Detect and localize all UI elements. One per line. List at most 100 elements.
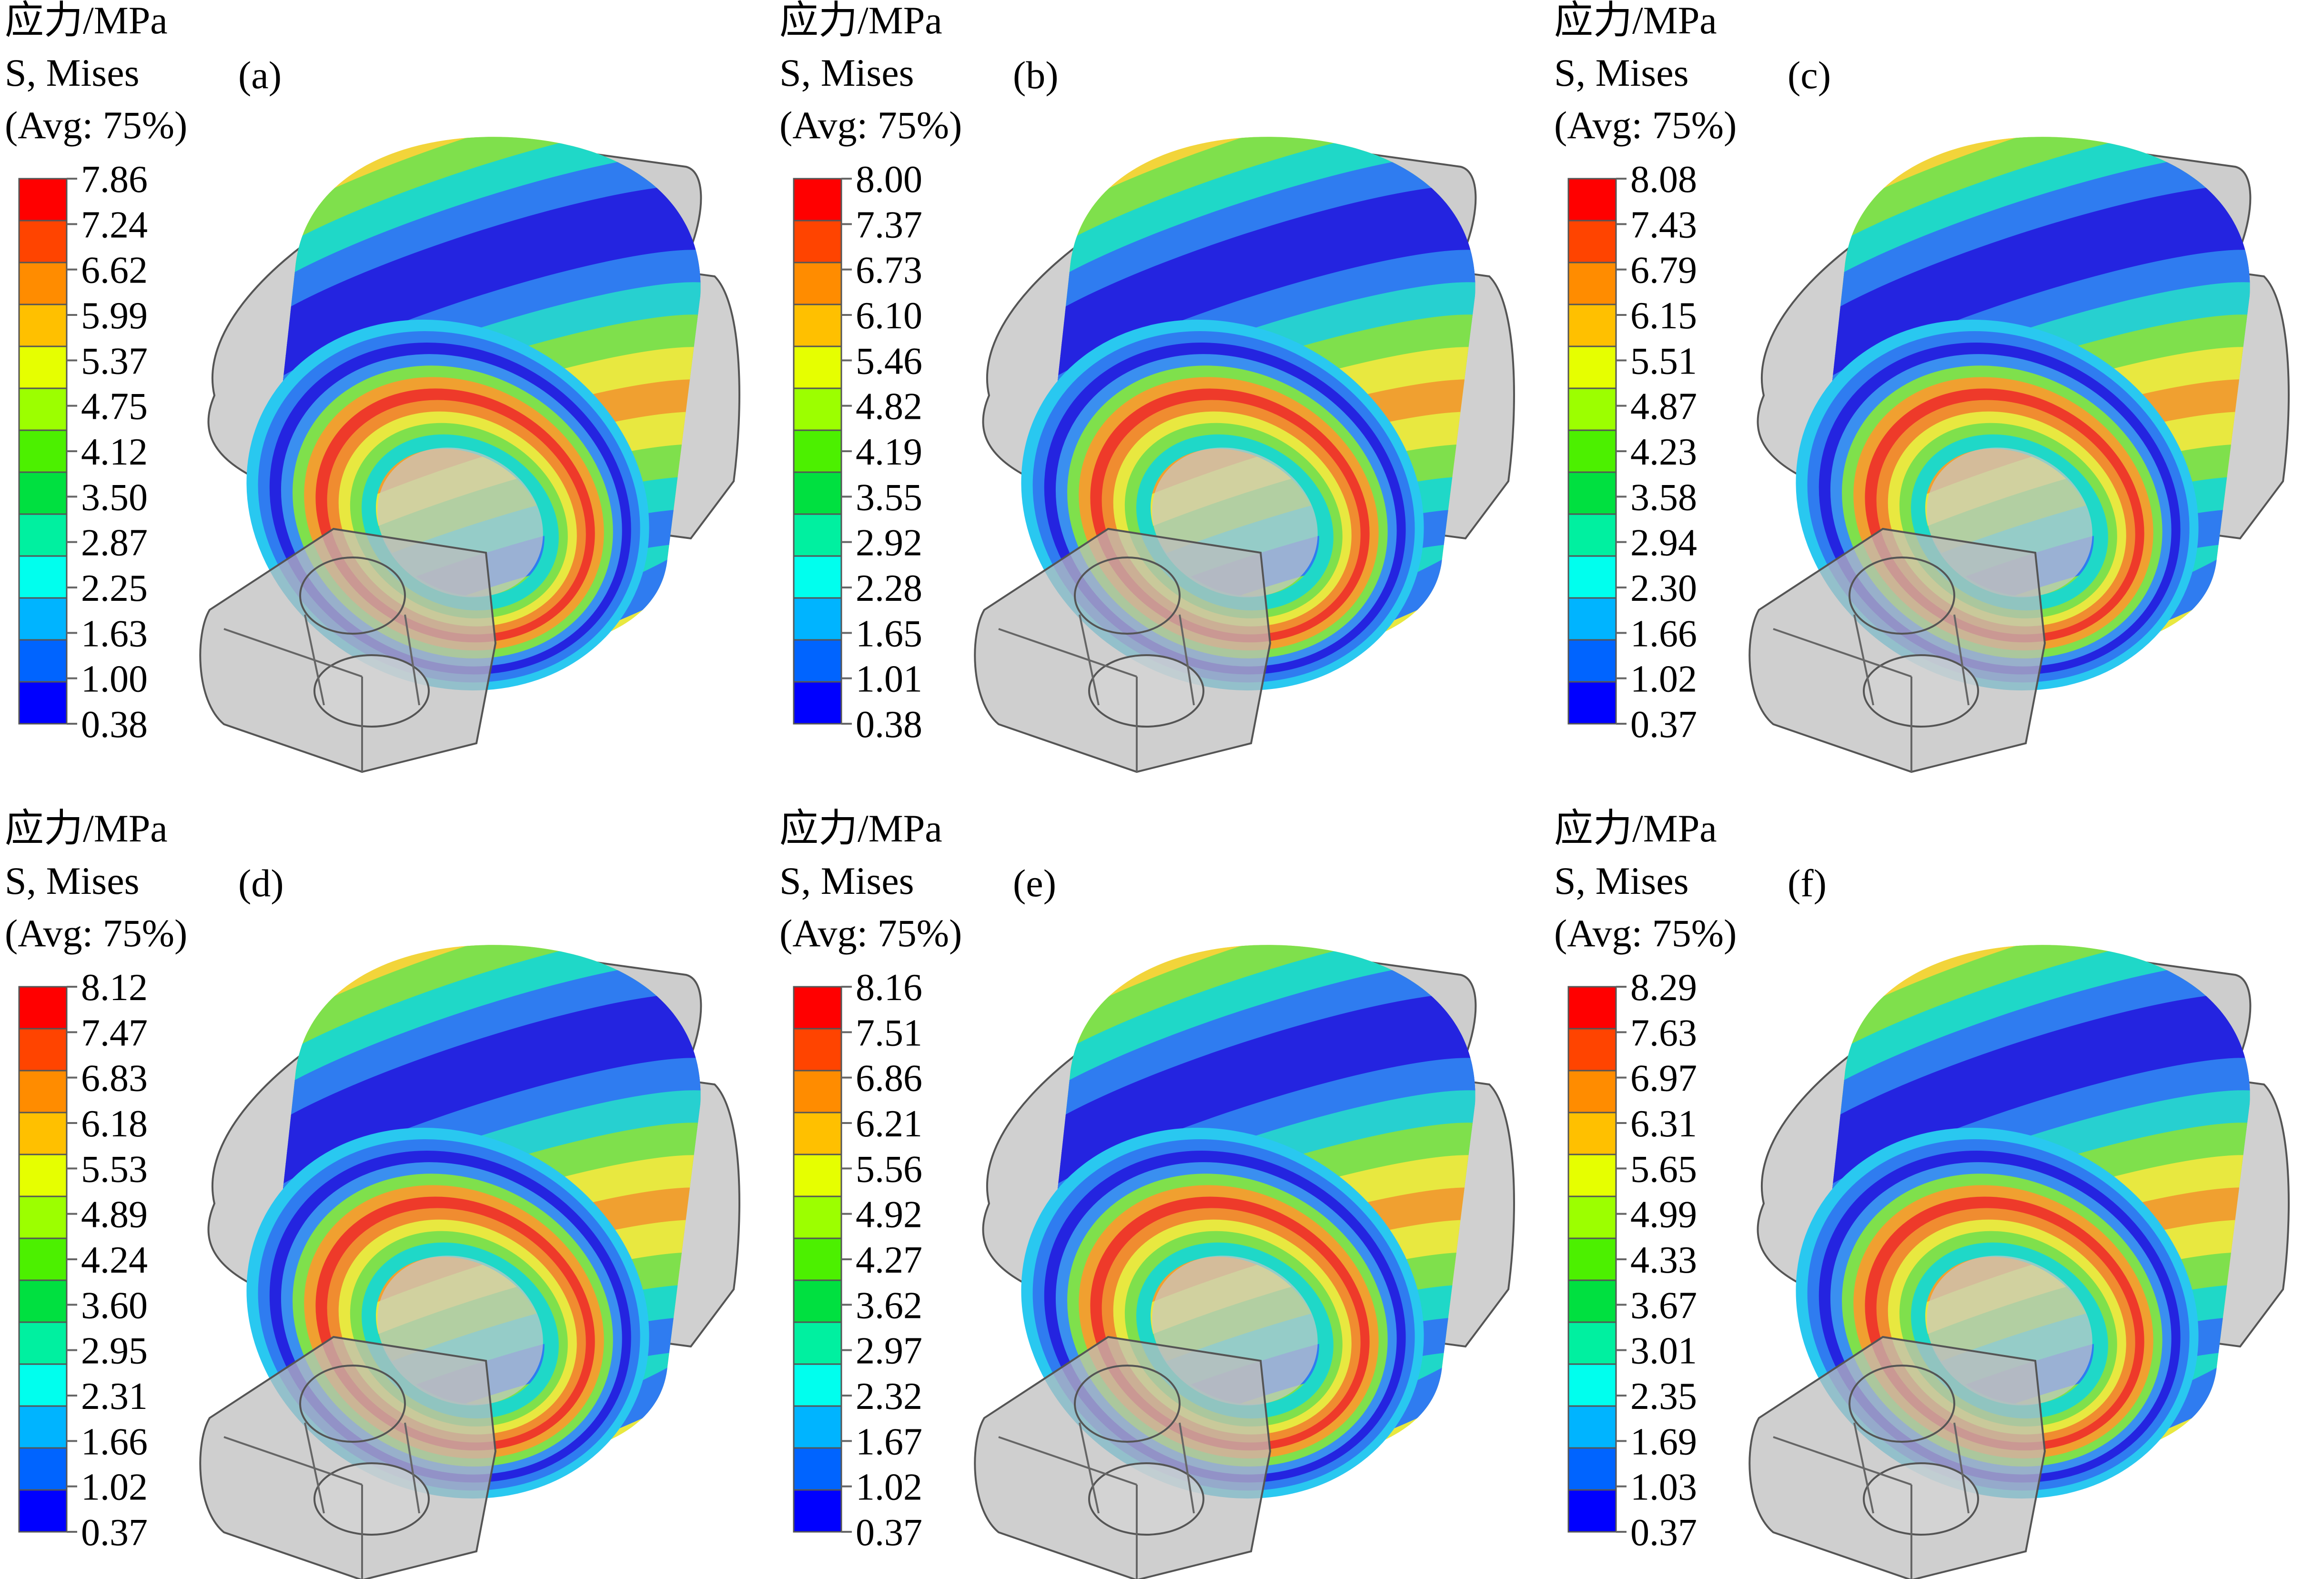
colorbar-tick-label: 1.67 bbox=[856, 1421, 922, 1463]
colorbar-segment bbox=[793, 513, 842, 557]
legend-avg-label: (Avg: 75%) bbox=[779, 103, 962, 147]
bearing-model bbox=[1748, 137, 2290, 773]
colorbar-tick-label: 5.65 bbox=[1630, 1148, 1697, 1190]
colorbar-tick-label: 6.86 bbox=[856, 1058, 922, 1100]
colorbar-tick-label: 7.24 bbox=[81, 204, 148, 246]
colorbar: 8.127.476.836.185.534.894.243.602.952.31… bbox=[18, 967, 148, 1554]
housing-edge bbox=[404, 614, 420, 706]
housing-bottom-block bbox=[974, 1336, 1272, 1579]
colorbar-segment bbox=[793, 345, 842, 389]
housing-bottom-block bbox=[199, 527, 497, 773]
colorbar-tick-label: 1.03 bbox=[1630, 1467, 1697, 1508]
colorbar-segment bbox=[1567, 639, 1617, 683]
colorbar-segment bbox=[793, 986, 842, 1030]
housing-edge bbox=[404, 1422, 420, 1514]
colorbar-tick-label: 3.60 bbox=[81, 1285, 148, 1326]
housing-bottom-hole-upper bbox=[299, 1365, 406, 1443]
colorbar-tick-label: 2.30 bbox=[1630, 567, 1697, 609]
colorbar-tick-label: 5.51 bbox=[1630, 340, 1697, 382]
housing-edge bbox=[223, 628, 363, 678]
legend-avg-label: (Avg: 75%) bbox=[1554, 103, 1737, 147]
housing-bottom-hole-lower bbox=[1088, 654, 1204, 728]
colorbar-tick-label: 5.99 bbox=[81, 295, 148, 337]
colorbar-segment bbox=[793, 178, 842, 222]
colorbar-tick-label: 4.19 bbox=[856, 431, 922, 473]
panel-tag: (e) bbox=[1013, 861, 1056, 905]
bearing-model bbox=[199, 137, 740, 773]
colorbar-tick-label: 5.53 bbox=[81, 1148, 148, 1190]
colorbar-segment bbox=[793, 1363, 842, 1407]
colorbar-tick-label: 4.23 bbox=[1630, 431, 1697, 473]
colorbar-segment bbox=[18, 1112, 68, 1155]
colorbar-segment bbox=[18, 555, 68, 599]
colorbar-tick-label: 5.37 bbox=[81, 340, 148, 382]
colorbar-segment bbox=[1567, 1195, 1617, 1239]
colorbar-segment bbox=[18, 304, 68, 347]
housing-edge bbox=[1179, 614, 1195, 706]
colorbar-tick-label: 4.27 bbox=[856, 1239, 922, 1281]
colorbar-segment bbox=[18, 1363, 68, 1407]
legend-avg-label: (Avg: 75%) bbox=[5, 103, 187, 147]
colorbar-segment bbox=[793, 1321, 842, 1365]
colorbar: 8.167.516.866.215.564.924.273.622.972.32… bbox=[793, 967, 922, 1554]
colorbar-tick-label: 6.97 bbox=[1630, 1058, 1697, 1100]
colorbar-segment bbox=[18, 1028, 68, 1072]
colorbar-segment bbox=[1567, 1237, 1617, 1281]
colorbar-segment bbox=[793, 555, 842, 599]
colorbar-segment bbox=[1567, 304, 1617, 347]
colorbar-segment bbox=[18, 1279, 68, 1323]
housing-bottom-hole-lower bbox=[1863, 1462, 1979, 1536]
colorbar-segment bbox=[793, 597, 842, 641]
colorbar-segment bbox=[793, 1154, 842, 1197]
colorbar-segment bbox=[793, 1447, 842, 1491]
housing-bottom-hole-upper bbox=[1849, 1365, 1955, 1443]
panel-b: 应力/MPa S, Mises (Avg: 75%) (b) 8.007.376.736… bbox=[779, 0, 1515, 773]
colorbar-segment bbox=[1567, 1447, 1617, 1491]
colorbar-tick-label: 2.92 bbox=[856, 522, 922, 564]
colorbar-segment bbox=[18, 597, 68, 641]
panel-tag: (c) bbox=[1788, 53, 1831, 97]
legend-avg-label: (Avg: 75%) bbox=[1554, 911, 1737, 955]
housing-bottom-hole-lower bbox=[313, 1462, 430, 1536]
colorbar-segment bbox=[1567, 681, 1617, 725]
housing-edge bbox=[998, 1436, 1137, 1486]
legend-header: 应力/MPa bbox=[779, 807, 942, 850]
colorbar-segment bbox=[18, 681, 68, 725]
colorbar-tick-label: 1.00 bbox=[81, 658, 148, 700]
colorbar-segment bbox=[1567, 178, 1617, 222]
housing-bottom-hole-lower bbox=[313, 654, 430, 728]
housing-edge bbox=[223, 1436, 363, 1486]
colorbar-segment bbox=[18, 1154, 68, 1197]
colorbar-segment bbox=[1567, 471, 1617, 515]
colorbar-tick-label: 0.37 bbox=[856, 1512, 922, 1554]
panel-e: 应力/MPa S, Mises (Avg: 75%) (e) 8.167.516.866… bbox=[779, 807, 1515, 1579]
housing-bottom-hole-upper bbox=[299, 557, 406, 635]
housing-bottom-block bbox=[1748, 527, 2046, 773]
colorbar-segment bbox=[1567, 1154, 1617, 1197]
colorbar-segment bbox=[793, 1279, 842, 1323]
colorbar-tick-label: 2.87 bbox=[81, 522, 148, 564]
colorbar-tick-label: 2.32 bbox=[856, 1376, 922, 1417]
colorbar-segment bbox=[18, 513, 68, 557]
colorbar-segment bbox=[1567, 555, 1617, 599]
colorbar-tick-label: 2.35 bbox=[1630, 1376, 1697, 1417]
colorbar-tick-label: 1.02 bbox=[856, 1467, 922, 1508]
colorbar-segment bbox=[793, 1070, 842, 1113]
colorbar-tick-label: 6.79 bbox=[1630, 250, 1697, 292]
colorbar-segment bbox=[18, 429, 68, 473]
colorbar-tick-label: 8.16 bbox=[856, 967, 922, 1009]
colorbar-segment bbox=[793, 1195, 842, 1239]
colorbar-tick-label: 7.86 bbox=[81, 159, 148, 201]
colorbar-tick-label: 8.29 bbox=[1630, 967, 1697, 1009]
colorbar-segment bbox=[793, 1405, 842, 1449]
housing-bottom-hole-lower bbox=[1863, 654, 1979, 728]
colorbar-tick-label: 1.66 bbox=[1630, 613, 1697, 655]
colorbar-tick-label: 1.66 bbox=[81, 1421, 148, 1463]
legend-stress-label: S, Mises bbox=[5, 51, 140, 94]
housing-bottom-hole-upper bbox=[1074, 557, 1181, 635]
colorbar-tick-label: 1.65 bbox=[856, 613, 922, 655]
colorbar-segment bbox=[1567, 1112, 1617, 1155]
housing-edge bbox=[1953, 614, 1970, 706]
colorbar-segment bbox=[793, 220, 842, 263]
